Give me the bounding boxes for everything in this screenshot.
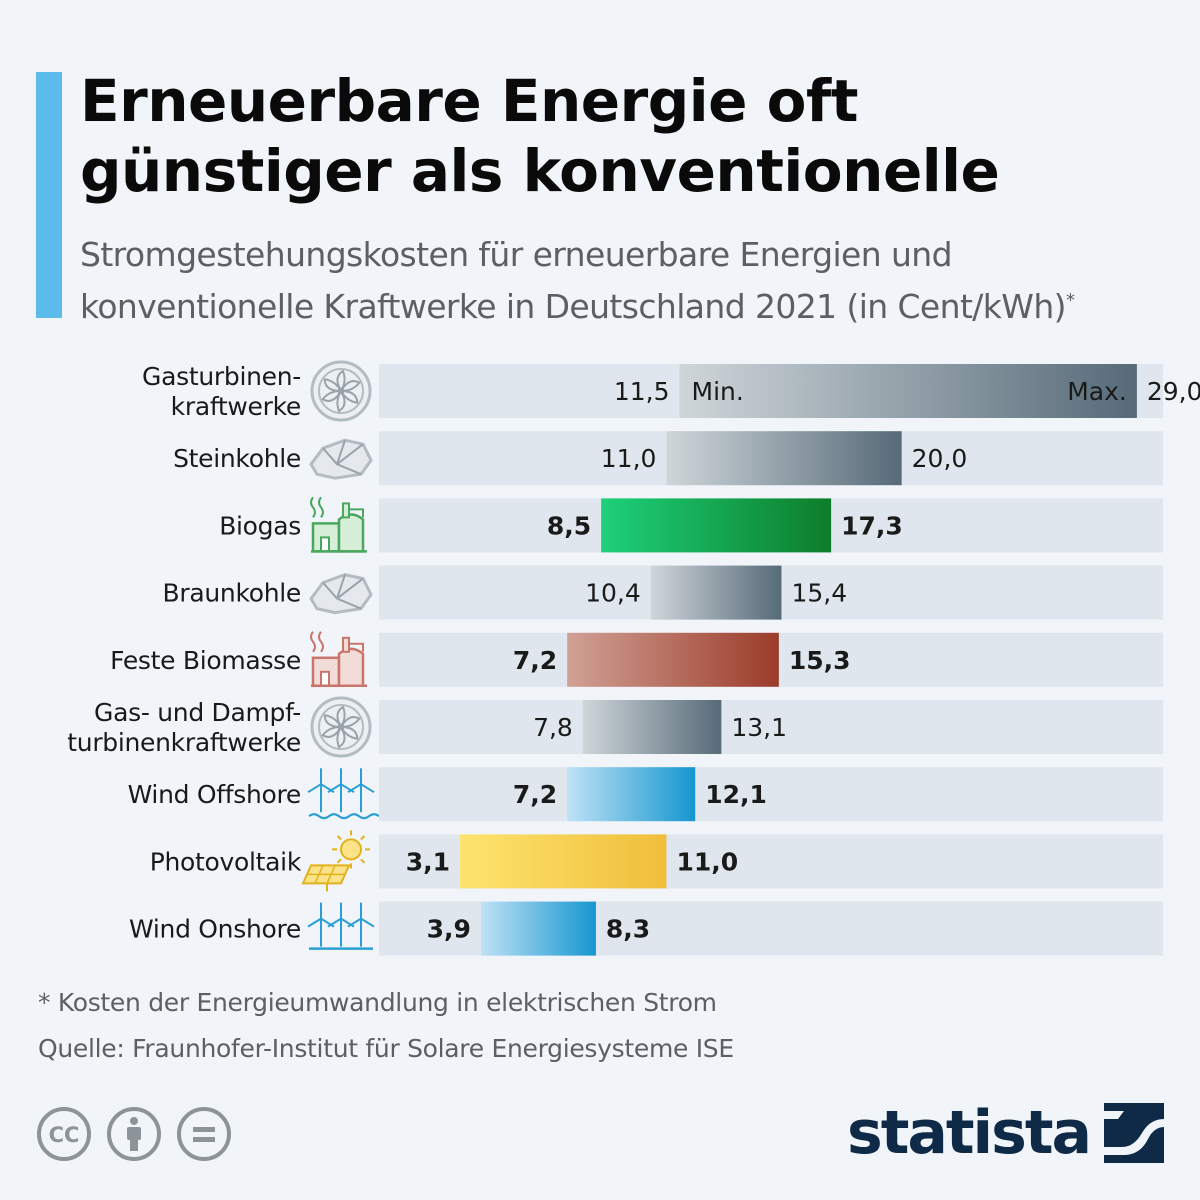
coal-icon [309, 438, 373, 480]
subtitle-footnote-mark: * [1065, 290, 1075, 311]
chart-row: Braunkohle 10,4 15,4 [163, 565, 1163, 620]
subtitle-text: Stromgestehungskosten für erneuerbare En… [80, 235, 1067, 326]
chart-row: Wind Onshore 3,9 8,3 [129, 901, 1163, 956]
fan-icon [310, 360, 372, 422]
range-bar [650, 565, 782, 620]
chart-row: Gas- und Dampf-turbinenkraftwerke 7,8 13,1 [67, 696, 1163, 758]
category-label: Wind Offshore [128, 780, 301, 809]
chart-row: Photovoltaik 3,1 11,0 [150, 830, 1163, 892]
min-value-label: 8,5 [547, 511, 591, 540]
category-label: Biogas [219, 511, 301, 540]
coal-icon [309, 573, 373, 615]
max-value-label: 17,3 [841, 511, 903, 540]
footnote: * Kosten der Energieumwandlung in elektr… [38, 988, 717, 1017]
range-bar [480, 901, 596, 956]
statista-logo[interactable]: statista [847, 1098, 1164, 1168]
category-label: Braunkohle [163, 579, 302, 608]
chart-row: Wind Offshore 7,2 12,1 [128, 767, 1163, 822]
max-value-label: 12,1 [705, 780, 767, 809]
max-legend-label: Max. [1067, 377, 1127, 406]
range-bar [567, 632, 779, 687]
max-value-label: 15,3 [789, 646, 851, 675]
accent-bar [36, 72, 62, 318]
attribution-icon[interactable] [106, 1106, 162, 1162]
offshore-wind-icon [307, 768, 380, 820]
min-value-label: 3,9 [427, 915, 471, 944]
brand-name: statista [846, 1098, 1092, 1168]
category-label: Feste Biomasse [110, 646, 301, 675]
category-label: Gasturbinen-kraftwerke [142, 362, 301, 421]
min-value-label: 7,2 [513, 646, 557, 675]
bar-track [379, 700, 1163, 754]
page-title: Erneuerbare Energie oft günstiger als ko… [80, 67, 1000, 205]
chart-row: Biogas 8,5 17,3 [219, 496, 1163, 553]
solar-panel-icon [301, 830, 370, 892]
fan-icon [310, 696, 372, 758]
min-value-label: 11,5 [614, 377, 670, 406]
max-value-label: 11,0 [676, 847, 738, 876]
onshore-wind-icon [307, 902, 375, 950]
no-derivatives-icon[interactable] [176, 1106, 232, 1162]
range-bar [567, 767, 696, 822]
range-bar [601, 498, 832, 553]
bar-track [379, 767, 1163, 822]
range-bar-chart: Gasturbinen-kraftwerke 11,5 29,0 Min. Max. St… [67, 360, 1200, 956]
cc-icon-label: CC [49, 1123, 80, 1147]
source-note: Quelle: Fraunhofer-Institut für Solare E… [38, 1034, 734, 1063]
min-value-label: 11,0 [601, 444, 657, 473]
biogas-plant-icon [310, 496, 367, 553]
license-icons: CC [36, 1106, 232, 1162]
statista-mark-icon [1104, 1103, 1164, 1163]
min-value-label: 7,2 [513, 780, 557, 809]
max-value-label: 13,1 [731, 713, 787, 742]
range-bar [582, 700, 722, 754]
category-label: Steinkohle [173, 444, 301, 473]
min-value-label: 3,1 [406, 847, 450, 876]
chart-row: Steinkohle 11,0 20,0 [173, 431, 1163, 486]
category-label: Wind Onshore [129, 915, 301, 944]
min-value-label: 10,4 [585, 579, 641, 608]
chart-row: Feste Biomasse 7,2 15,3 [110, 631, 1163, 688]
range-bar [460, 834, 667, 889]
page-subtitle: Stromgestehungskosten für erneuerbare En… [80, 232, 1180, 330]
chart-row: Gasturbinen-kraftwerke 11,5 29,0 Min. Max. [142, 360, 1200, 422]
biomass-plant-icon [310, 631, 367, 688]
min-legend-label: Min. [692, 377, 744, 406]
range-bar [666, 431, 902, 486]
range-bar [679, 364, 1137, 418]
max-value-label: 15,4 [791, 579, 847, 608]
max-value-label: 20,0 [912, 444, 968, 473]
category-label: Gas- und Dampf-turbinenkraftwerke [67, 698, 301, 757]
cc-icon[interactable]: CC [36, 1106, 92, 1162]
max-value-label: 8,3 [606, 915, 650, 944]
min-value-label: 7,8 [533, 713, 573, 742]
max-value-label: 29,0 [1147, 377, 1200, 406]
category-label: Photovoltaik [150, 847, 302, 876]
